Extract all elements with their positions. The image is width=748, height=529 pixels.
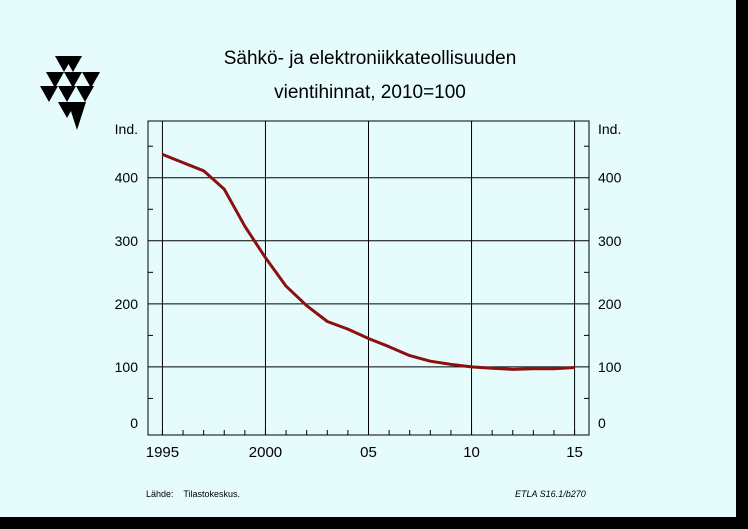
x-tick-label: 2000	[249, 444, 282, 461]
chart-title-line-1: Sähkö- ja elektroniikkateollisuuden	[223, 48, 517, 69]
y-tick-label-right: 0	[598, 415, 606, 431]
source-value: Tilastokeskus.	[183, 489, 241, 499]
chart-panel: Sähkö- ja elektroniikkateollisuuden vien…	[0, 0, 736, 517]
x-tick-label: 1995	[146, 444, 179, 461]
x-tick-label: 10	[463, 444, 480, 461]
source-label: Lähde:	[146, 489, 174, 499]
chart-title-line-2: vientihinnat, 2010=100	[274, 82, 466, 103]
y-axis-label-right: Ind.	[598, 121, 621, 137]
line-chart: 0 0 100 100 200 200 300 300 400 400 Ind. Ind. 1995 20…	[115, 120, 622, 461]
y-tick-label-left: 300	[115, 233, 139, 249]
y-tick-label-right: 200	[598, 296, 622, 312]
etla-logo-icon	[40, 56, 102, 137]
chart-code: ETLA S16.1/b270	[515, 489, 586, 499]
y-tick-label-right: 100	[598, 359, 622, 375]
y-tick-label-right: 400	[598, 170, 622, 186]
y-tick-label-left: 200	[115, 296, 139, 312]
y-tick-label-left: 0	[130, 415, 138, 431]
y-tick-label-right: 300	[598, 233, 622, 249]
y-axis-label-left: Ind.	[115, 121, 138, 137]
x-tick-label: 05	[360, 444, 377, 461]
y-tick-label-left: 400	[115, 170, 139, 186]
y-tick-label-left: 100	[115, 359, 139, 375]
x-tick-label: 15	[566, 444, 583, 461]
source-note: Lähde: Tilastokeskus.	[146, 489, 240, 499]
series-line	[161, 153, 575, 371]
